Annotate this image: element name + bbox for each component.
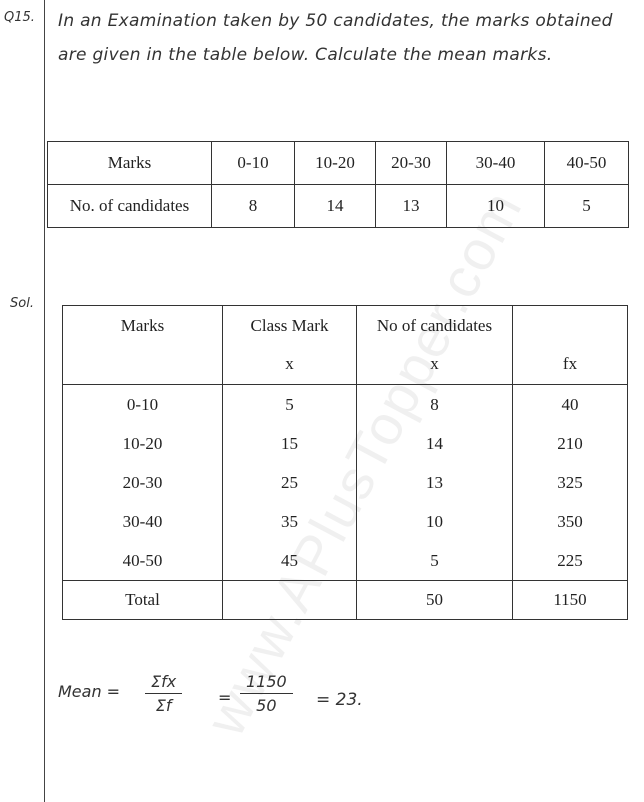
table-cell: 210 (512, 424, 628, 463)
values-denominator: 50 (256, 696, 277, 715)
header-sublabel: x (285, 354, 294, 373)
table-cell: 10 (446, 184, 545, 228)
table-cell: 5 (544, 184, 629, 228)
table-cell: 40-50 (544, 141, 629, 185)
header-label: Class Mark (250, 316, 329, 335)
mean-formula: Σfx Σf (145, 672, 183, 715)
table-cell: 8 (356, 384, 513, 424)
table-row: 30-40 35 10 350 (62, 502, 628, 541)
table-cell: 20-30 (62, 463, 223, 502)
header-cell: fx (512, 305, 628, 385)
table-cell: 225 (512, 541, 628, 581)
table-cell: 13 (356, 463, 513, 502)
question-text: In an Examination taken by 50 candidates… (58, 11, 613, 65)
table-cell: 25 (222, 463, 357, 502)
margin-line (44, 0, 45, 802)
formula-denominator: Σf (155, 696, 172, 715)
header-sublabel: x (430, 354, 439, 373)
table-cell: 15 (222, 424, 357, 463)
table-cell: 10 (356, 502, 513, 541)
table-cell: 14 (294, 184, 376, 228)
table-cell: 0-10 (211, 141, 295, 185)
table-cell: 5 (356, 541, 513, 581)
given-data-table: Marks 0-10 10-20 20-30 30-40 40-50 No. o… (47, 141, 629, 228)
table-row: No. of candidates 8 14 13 10 5 (47, 184, 629, 228)
table-cell: 5 (222, 384, 357, 424)
table-cell: 350 (512, 502, 628, 541)
table-cell (222, 580, 357, 620)
table-cell: 325 (512, 463, 628, 502)
table-cell: 10-20 (294, 141, 376, 185)
table-cell: 45 (222, 541, 357, 581)
total-row: Total 50 1150 (62, 580, 628, 620)
table-cell: Total (62, 580, 223, 620)
mean-result: = 23. (316, 690, 363, 710)
header-sublabel: fx (562, 354, 578, 373)
table-cell: 8 (211, 184, 295, 228)
table-cell: 10-20 (62, 424, 223, 463)
table-cell: 1150 (512, 580, 628, 620)
header-cell: Class Mark x (222, 305, 357, 385)
table-cell: 35 (222, 502, 357, 541)
formula-numerator: Σfx (145, 672, 183, 694)
table-cell: 13 (375, 184, 447, 228)
table-cell: Marks (47, 141, 212, 185)
header-label: Marks (120, 316, 165, 335)
values-numerator: 1150 (240, 672, 293, 694)
header-cell: Marks (62, 305, 223, 385)
table-header-row: Marks Class Mark x No of candidates x fx (62, 305, 628, 385)
solution-label: Sol. (10, 296, 34, 311)
table-row: 0-10 5 8 40 (62, 384, 628, 424)
mean-values: 1150 50 (240, 672, 293, 715)
equals-sign: = (218, 688, 232, 707)
header-cell: No of candidates x (356, 305, 513, 385)
table-cell: 20-30 (375, 141, 447, 185)
table-cell: 40 (512, 384, 628, 424)
table-cell: 40-50 (62, 541, 223, 581)
table-row: 10-20 15 14 210 (62, 424, 628, 463)
solution-table: Marks Class Mark x No of candidates x fx 0… (62, 305, 628, 620)
header-label: No of candidates (376, 316, 493, 335)
table-cell: 30-40 (62, 502, 223, 541)
table-cell: 50 (356, 580, 513, 620)
table-cell: 14 (356, 424, 513, 463)
table-row: 40-50 45 5 225 (62, 541, 628, 581)
table-row: 20-30 25 13 325 (62, 463, 628, 502)
table-cell: No. of candidates (47, 184, 212, 228)
mean-label: Mean = (58, 682, 121, 701)
table-cell: 30-40 (446, 141, 545, 185)
table-row: Marks 0-10 10-20 20-30 30-40 40-50 (47, 141, 629, 185)
question-number: Q15. (4, 10, 35, 25)
table-cell: 0-10 (62, 384, 223, 424)
